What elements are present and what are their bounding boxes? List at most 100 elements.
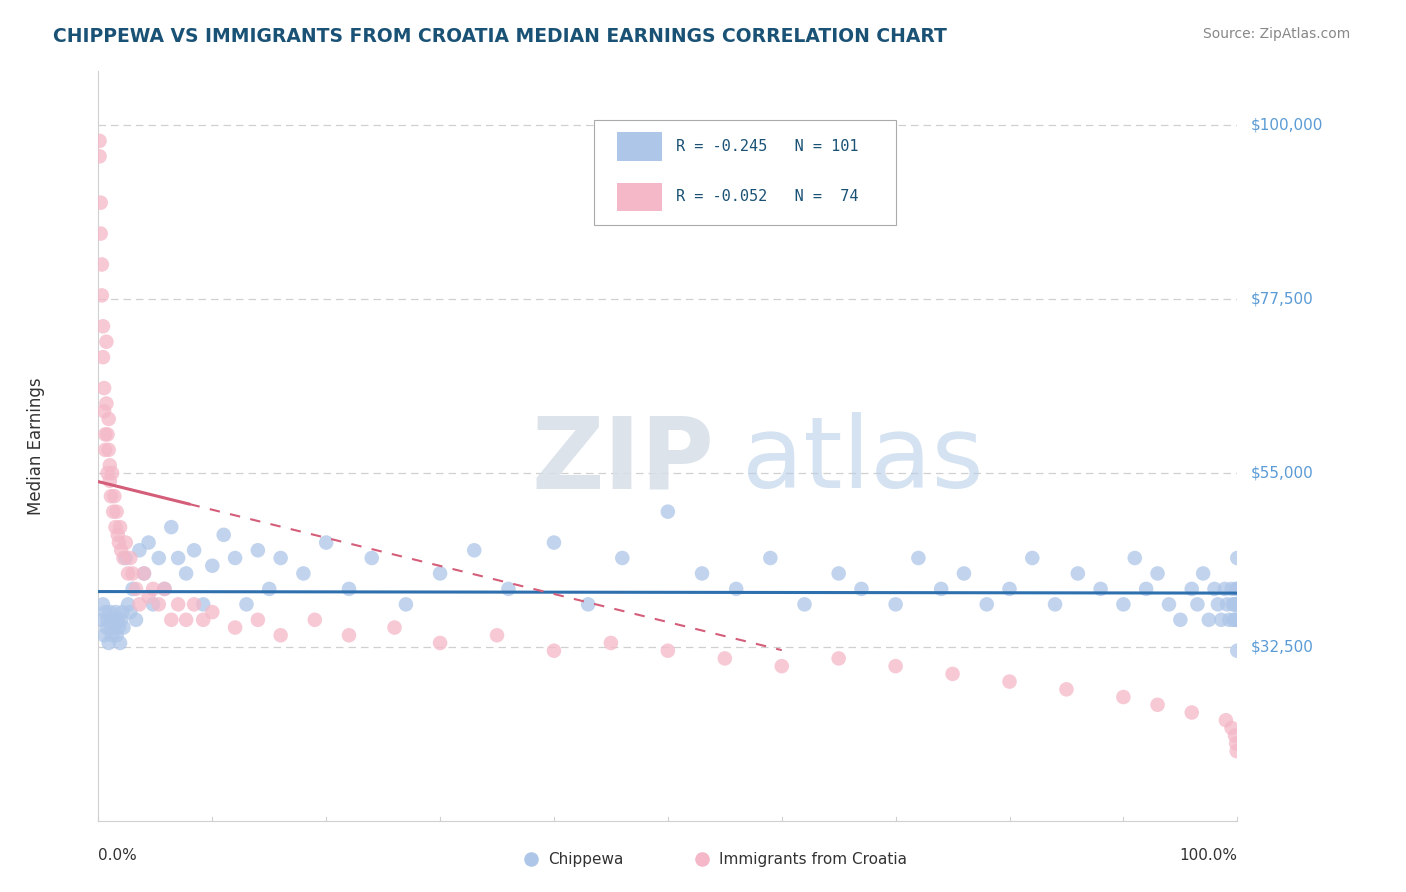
Point (1223, 598, 1246, 612)
Point (160, 613, 183, 627)
Point (193, 613, 215, 627)
Point (132, 566, 155, 581)
Point (174, 613, 197, 627)
Point (1218, 613, 1240, 627)
Point (1090, 582, 1112, 596)
Point (1225, 736, 1247, 750)
Bar (617, 183, 662, 211)
Point (148, 551, 170, 566)
Point (108, 520, 131, 534)
Point (429, 636, 451, 650)
Point (1181, 582, 1204, 596)
Point (153, 582, 176, 596)
Point (1223, 613, 1246, 627)
Point (101, 466, 124, 480)
FancyBboxPatch shape (593, 120, 896, 225)
Point (160, 520, 183, 534)
Point (105, 628, 128, 642)
Point (96, 427, 118, 442)
Point (193, 598, 215, 612)
Point (337, 628, 360, 642)
Point (759, 551, 782, 566)
Point (246, 543, 269, 558)
Point (224, 621, 246, 635)
Point (429, 566, 451, 581)
Point (120, 551, 142, 566)
Point (725, 582, 748, 596)
Text: ZIP: ZIP (531, 412, 714, 509)
Point (138, 535, 160, 549)
Point (93, 628, 115, 642)
Point (1135, 582, 1157, 596)
Point (235, 598, 257, 612)
Point (125, 613, 148, 627)
Point (998, 674, 1021, 689)
Point (976, 598, 998, 612)
Point (89, 134, 111, 148)
Point (93, 404, 115, 418)
Point (576, 598, 599, 612)
Point (1054, 682, 1078, 697)
Point (90, 257, 112, 271)
Point (107, 613, 129, 627)
Text: R = -0.052   N =  74: R = -0.052 N = 74 (676, 189, 858, 204)
Point (907, 551, 929, 566)
Point (1067, 566, 1090, 581)
Point (337, 582, 360, 596)
Point (148, 598, 170, 612)
Point (1215, 713, 1237, 727)
Point (174, 566, 197, 581)
Point (690, 852, 713, 866)
Bar (617, 132, 662, 161)
Point (1226, 582, 1249, 596)
Point (1181, 706, 1204, 720)
Point (96, 613, 118, 627)
Point (1198, 613, 1220, 627)
Point (117, 566, 139, 581)
Point (91, 319, 114, 334)
Point (657, 643, 679, 657)
Point (543, 535, 565, 549)
Point (1225, 582, 1247, 596)
Point (96, 334, 118, 349)
Point (138, 590, 160, 604)
Point (1187, 598, 1209, 612)
Point (1043, 598, 1066, 612)
Point (292, 566, 315, 581)
Text: Source: ZipAtlas.com: Source: ZipAtlas.com (1202, 27, 1350, 41)
Point (97, 412, 120, 426)
Point (1226, 744, 1249, 758)
Point (117, 598, 139, 612)
Point (1021, 551, 1043, 566)
Text: $55,000: $55,000 (1251, 466, 1313, 481)
Point (114, 535, 136, 549)
Point (98, 605, 121, 619)
Point (142, 598, 165, 612)
Point (114, 551, 136, 566)
Point (690, 566, 713, 581)
Point (103, 613, 125, 627)
Point (770, 659, 793, 673)
Point (108, 621, 131, 635)
Point (110, 613, 132, 627)
Point (98, 474, 121, 488)
Point (1226, 598, 1249, 612)
Point (105, 505, 128, 519)
Point (104, 605, 127, 619)
Point (103, 505, 125, 519)
Point (91, 350, 114, 364)
Point (463, 543, 485, 558)
Point (94, 442, 117, 457)
Point (1220, 721, 1243, 735)
Point (89, 149, 111, 163)
Point (1220, 582, 1243, 596)
Point (120, 605, 142, 619)
Text: $100,000: $100,000 (1251, 118, 1323, 133)
Text: 0.0%: 0.0% (98, 847, 138, 863)
Point (1225, 598, 1247, 612)
Point (121, 566, 143, 581)
Point (167, 598, 190, 612)
Point (112, 551, 135, 566)
Point (90, 195, 112, 210)
Point (828, 566, 851, 581)
